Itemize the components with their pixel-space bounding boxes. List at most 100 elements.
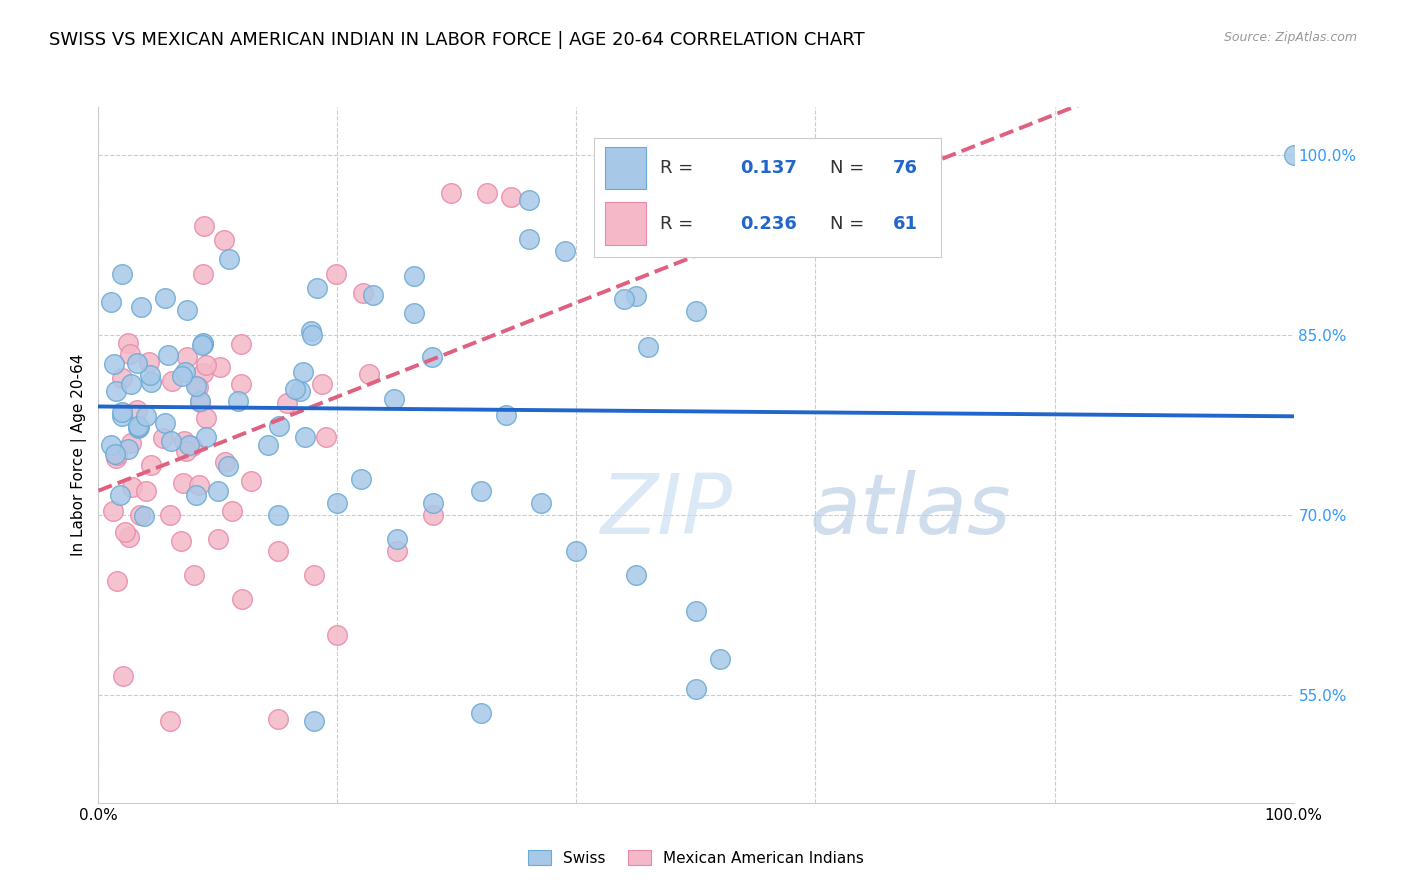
Point <box>117 530 139 544</box>
Point <box>184 488 207 502</box>
Point <box>385 544 409 558</box>
Point <box>517 232 540 246</box>
Point <box>299 324 322 338</box>
Point <box>1282 148 1305 162</box>
Point <box>420 351 443 365</box>
Point <box>475 186 498 201</box>
Point <box>184 379 207 393</box>
Point <box>118 347 141 361</box>
Point <box>685 304 707 318</box>
Point <box>311 377 333 392</box>
Point <box>352 285 374 300</box>
Point <box>267 508 290 522</box>
Point <box>195 430 218 444</box>
Point <box>325 268 347 282</box>
Point <box>103 504 125 518</box>
Point <box>135 409 157 423</box>
Point <box>127 403 149 417</box>
Point <box>228 393 250 408</box>
Point <box>291 365 314 379</box>
Point <box>267 544 290 558</box>
Point <box>191 337 214 351</box>
Point <box>382 392 405 407</box>
Point <box>188 393 211 408</box>
Point <box>111 268 134 282</box>
Point <box>177 438 200 452</box>
Point <box>193 219 215 234</box>
Point <box>195 359 218 373</box>
Point <box>173 434 195 449</box>
Point <box>157 348 180 362</box>
Point <box>127 418 149 433</box>
Point <box>229 337 252 351</box>
Point <box>174 444 197 458</box>
Point <box>221 504 243 518</box>
Point <box>100 437 122 451</box>
Point <box>207 483 229 498</box>
Point <box>302 567 325 582</box>
Point <box>530 496 553 510</box>
Point <box>350 472 373 486</box>
Point <box>685 604 707 618</box>
Point <box>117 442 139 456</box>
Point <box>240 474 263 488</box>
Point <box>159 508 181 522</box>
Point <box>111 409 134 423</box>
Point <box>361 288 384 302</box>
Point <box>284 382 307 396</box>
Point <box>305 281 328 295</box>
Point <box>176 351 198 365</box>
Point <box>422 508 444 522</box>
Point <box>685 681 707 696</box>
Point <box>173 365 195 379</box>
Point <box>132 508 155 523</box>
Point <box>127 421 149 435</box>
Point <box>359 367 381 381</box>
Point <box>160 434 183 448</box>
Point <box>105 450 128 465</box>
Point <box>111 371 134 385</box>
Point <box>637 340 659 354</box>
Point <box>326 496 349 510</box>
Point <box>187 380 209 394</box>
Point <box>231 376 253 391</box>
Point <box>554 244 576 258</box>
Point <box>128 508 150 522</box>
Point <box>172 369 194 384</box>
Point <box>162 374 184 388</box>
Point <box>104 384 127 398</box>
Text: SWISS VS MEXICAN AMERICAN INDIAN IN LABOR FORCE | AGE 20-64 CORRELATION CHART: SWISS VS MEXICAN AMERICAN INDIAN IN LABO… <box>49 31 865 49</box>
Point <box>181 439 204 453</box>
Point <box>152 431 174 445</box>
Point <box>626 288 648 302</box>
Point <box>626 567 648 582</box>
Point <box>302 714 325 729</box>
Point <box>440 186 463 201</box>
Point <box>212 234 235 248</box>
Point <box>315 430 337 444</box>
Point <box>169 533 191 548</box>
Point <box>105 448 128 462</box>
Point <box>517 193 540 207</box>
Point <box>153 291 176 305</box>
Point <box>138 355 160 369</box>
Point <box>326 628 349 642</box>
Point <box>385 532 409 546</box>
Point <box>208 360 231 375</box>
Point <box>193 366 215 380</box>
Point <box>120 436 142 450</box>
Point <box>217 459 239 474</box>
Point <box>231 591 253 606</box>
Point <box>207 532 229 546</box>
Point <box>267 418 290 433</box>
Point <box>288 384 311 399</box>
Point <box>470 483 492 498</box>
Point <box>187 477 209 491</box>
Point <box>613 292 636 306</box>
Point <box>172 475 194 490</box>
Point <box>470 706 492 720</box>
Point <box>565 544 588 558</box>
Point <box>129 300 152 314</box>
Point <box>402 306 425 320</box>
Point <box>709 652 731 666</box>
